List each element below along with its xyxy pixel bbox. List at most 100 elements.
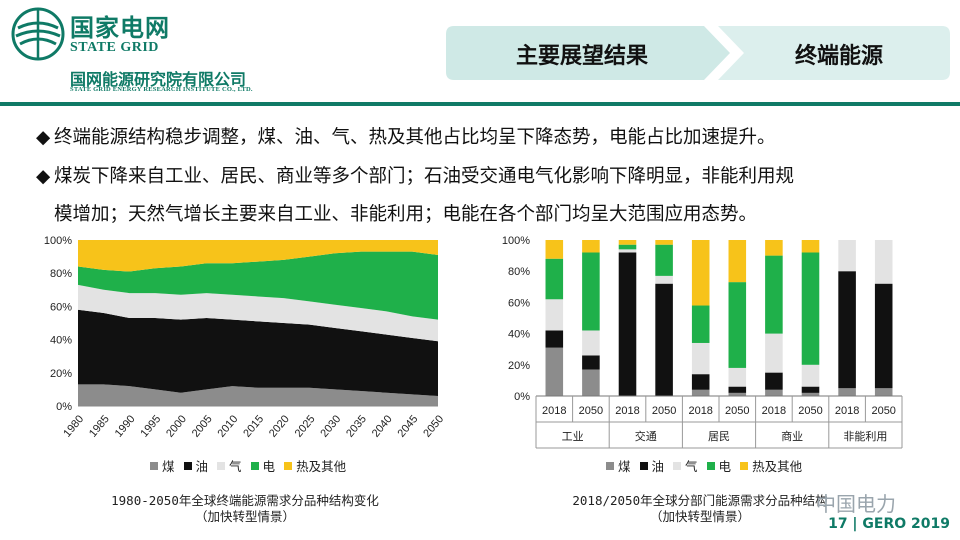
logo-title: 国家电网 bbox=[70, 14, 170, 42]
legend-oil: 油 bbox=[183, 456, 208, 475]
bar-segment-gas bbox=[765, 333, 783, 373]
legend-heat: 热及其他 bbox=[740, 456, 802, 475]
bar-segment-elec bbox=[728, 282, 747, 368]
bullet-2-text-line2: 模增加；天然气增长主要来自工业、非能利用；电能在各个部门均呈大范围应用态势。 bbox=[54, 204, 758, 225]
organization-name-en: STATE GRID ENERGY RESEARCH INSTITUTE CO.… bbox=[70, 86, 253, 93]
bullet-2-continued: 模增加；天然气增长主要来自工业、非能利用；电能在各个部门均呈大范围应用态势。 bbox=[54, 200, 757, 226]
legend-oil: 油 bbox=[639, 456, 664, 475]
x-tick-label: 2018 bbox=[835, 405, 859, 417]
y-tick-label: 40% bbox=[50, 335, 72, 347]
legend-elec: 电 bbox=[706, 456, 731, 475]
x-tick-label: 2050 bbox=[798, 405, 822, 417]
bar-segment-gas bbox=[618, 249, 637, 253]
legend-heat: 热及其他 bbox=[284, 456, 346, 475]
diamond-bullet-icon: ◆ bbox=[36, 166, 51, 187]
y-tick-label: 0% bbox=[56, 401, 72, 413]
x-tick-label: 2050 bbox=[421, 413, 446, 438]
breadcrumb-section: 主要展望结果 bbox=[515, 44, 648, 69]
area-series-heat bbox=[78, 240, 438, 272]
x-tick-label: 1990 bbox=[113, 413, 138, 438]
x-tick-label: 2045 bbox=[396, 413, 421, 438]
bar-segment-gas bbox=[655, 275, 673, 284]
category-group-label: 居民 bbox=[708, 431, 730, 443]
category-group-label: 交通 bbox=[635, 429, 657, 443]
bar-segment-oil bbox=[545, 330, 564, 348]
x-tick-label: 2015 bbox=[241, 413, 266, 438]
x-tick-label: 1980 bbox=[61, 413, 86, 438]
x-tick-label: 2018 bbox=[762, 405, 786, 417]
area-series-elec bbox=[78, 251, 438, 320]
bar-segment-heat bbox=[691, 240, 710, 306]
x-tick-label: 2050 bbox=[579, 405, 603, 417]
legend-gas: 气 bbox=[217, 456, 242, 475]
area-series-gas bbox=[78, 284, 438, 342]
y-tick-label: 100% bbox=[502, 235, 530, 247]
bar-segment-coal bbox=[582, 369, 600, 396]
bar-segment-coal bbox=[838, 388, 856, 396]
bar-segment-coal bbox=[765, 389, 783, 396]
bar-segment-oil bbox=[874, 283, 893, 389]
bar-segment-elec bbox=[765, 255, 783, 334]
header-divider bbox=[0, 102, 960, 106]
y-tick-label: 80% bbox=[508, 266, 530, 278]
x-tick-label: 2050 bbox=[725, 405, 749, 417]
y-tick-label: 100% bbox=[44, 235, 72, 247]
bar-segment-heat bbox=[655, 240, 673, 245]
bar-segment-oil bbox=[728, 386, 747, 393]
legend-coal: 煤 bbox=[606, 456, 631, 475]
x-tick-label: 2030 bbox=[318, 413, 343, 438]
x-tick-label: 2050 bbox=[871, 405, 895, 417]
logo-subtitle: STATE GRID bbox=[70, 40, 159, 55]
area-series-oil bbox=[78, 309, 438, 397]
bar-segment-elec bbox=[545, 258, 564, 300]
bar-segment-gas bbox=[582, 330, 600, 356]
x-tick-label: 2050 bbox=[652, 405, 676, 417]
bullet-1: ◆ 终端能源结构稳步调整，煤、油、气、热及其他占比均呈下降态势，电能占比加速提升。 bbox=[36, 123, 776, 149]
bar-segment-heat bbox=[545, 240, 564, 259]
y-tick-label: 20% bbox=[50, 368, 72, 380]
bar-chart-caption-sub: （加快转型情景） bbox=[649, 509, 750, 524]
legend-elec: 电 bbox=[250, 456, 275, 475]
bar-chart-caption: 2018/2050年全球分部门能源需求分品种结构 bbox=[572, 493, 828, 508]
y-tick-label: 0% bbox=[514, 391, 530, 403]
bar-segment-oil bbox=[765, 372, 783, 390]
organization-name: 国网能源研究院有限公司 bbox=[70, 70, 247, 89]
bar-segment-heat bbox=[765, 240, 783, 256]
bar-chart: 0% 20% 40% 60% 80% 100% 2018 2050 2018 2050 2018 20… bbox=[502, 235, 903, 449]
x-tick-label: 2018 bbox=[615, 405, 639, 417]
category-group-label: 非能利用 bbox=[843, 429, 887, 443]
state-grid-logo-icon bbox=[11, 7, 65, 61]
legend-coal: 煤 bbox=[150, 456, 175, 475]
bar-segment-oil bbox=[582, 355, 600, 370]
area-chart-caption-sub: （加快转型情景） bbox=[194, 509, 295, 524]
y-tick-label: 20% bbox=[508, 360, 530, 372]
x-tick-label: 2025 bbox=[293, 413, 318, 438]
x-tick-label: 2018 bbox=[542, 405, 566, 417]
bar-segment-gas bbox=[838, 240, 856, 272]
bar-segment-oil bbox=[838, 271, 856, 389]
bar-segment-heat bbox=[801, 240, 820, 253]
bar-segment-gas bbox=[691, 342, 710, 375]
bar-chart-legend: 煤 油 气 电 热及其他 bbox=[606, 456, 802, 475]
page-number: 17 | GERO 2019 bbox=[828, 516, 950, 532]
x-tick-label: 2005 bbox=[190, 413, 215, 438]
category-group-label: 商业 bbox=[781, 429, 803, 443]
y-tick-label: 40% bbox=[508, 329, 530, 341]
breadcrumb bbox=[446, 26, 950, 80]
breadcrumb-page: 终端能源 bbox=[794, 44, 883, 69]
bar-segment-elec bbox=[655, 244, 673, 276]
bullet-2-text-line1: 煤炭下降来自工业、居民、商业等多个部门；石油受交通电气化影响下降明显，非能利用规 bbox=[54, 166, 795, 187]
bar-segment-gas bbox=[874, 240, 893, 284]
x-tick-label: 2018 bbox=[688, 405, 712, 417]
bar-segment-elec bbox=[582, 252, 600, 331]
legend-gas: 气 bbox=[673, 456, 698, 475]
bar-segment-heat bbox=[582, 240, 600, 253]
bar-segment-coal bbox=[801, 392, 820, 396]
x-tick-label: 2000 bbox=[164, 413, 189, 438]
x-tick-label: 2010 bbox=[216, 413, 241, 438]
bar-segment-coal bbox=[691, 389, 710, 396]
area-series-coal bbox=[78, 384, 438, 406]
bullet-1-text: 终端能源结构稳步调整，煤、油、气、热及其他占比均呈下降态势，电能占比加速提升。 bbox=[54, 127, 776, 148]
diamond-bullet-icon: ◆ bbox=[36, 127, 51, 148]
area-chart-legend: 煤 油 气 电 热及其他 bbox=[150, 456, 346, 475]
